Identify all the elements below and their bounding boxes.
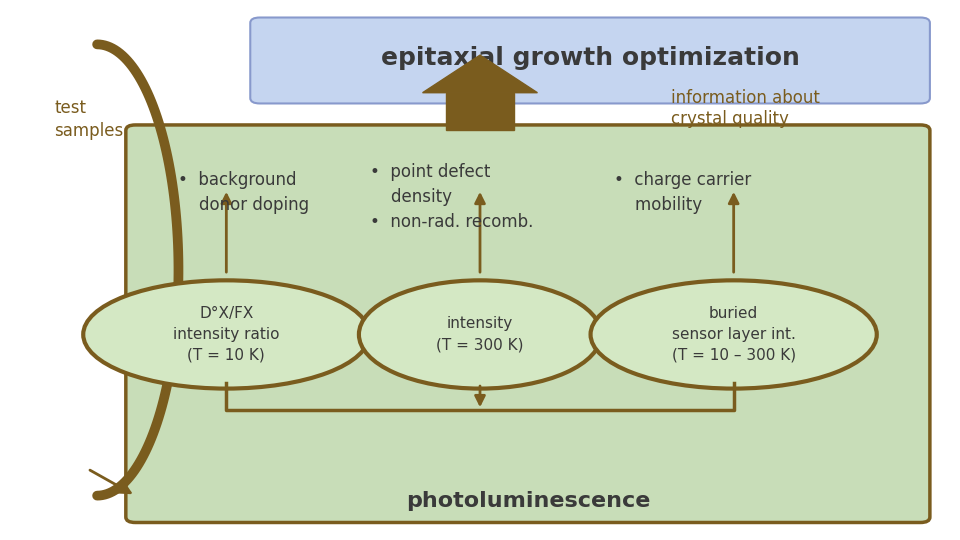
Text: •  point defect
    density
•  non-rad. recomb.: • point defect density • non-rad. recomb… (370, 163, 534, 231)
Text: •  charge carrier
    mobility: • charge carrier mobility (614, 171, 752, 214)
Text: information about
crystal quality: information about crystal quality (671, 90, 820, 128)
Text: •  background
    donor doping: • background donor doping (179, 171, 309, 214)
Text: test
samples: test samples (54, 99, 123, 140)
Text: intensity
(T = 300 K): intensity (T = 300 K) (436, 316, 524, 353)
Text: D°X/FX
intensity ratio
(T = 10 K): D°X/FX intensity ratio (T = 10 K) (173, 306, 279, 363)
Text: epitaxial growth optimization: epitaxial growth optimization (381, 46, 800, 70)
Text: buried
sensor layer int.
(T = 10 – 300 K): buried sensor layer int. (T = 10 – 300 K… (672, 306, 796, 363)
FancyBboxPatch shape (251, 17, 930, 104)
Polygon shape (446, 93, 514, 130)
Polygon shape (422, 55, 538, 93)
Ellipse shape (590, 280, 876, 389)
Ellipse shape (84, 280, 370, 389)
Ellipse shape (359, 280, 601, 389)
FancyBboxPatch shape (126, 125, 930, 523)
Text: photoluminescence: photoluminescence (406, 491, 650, 511)
